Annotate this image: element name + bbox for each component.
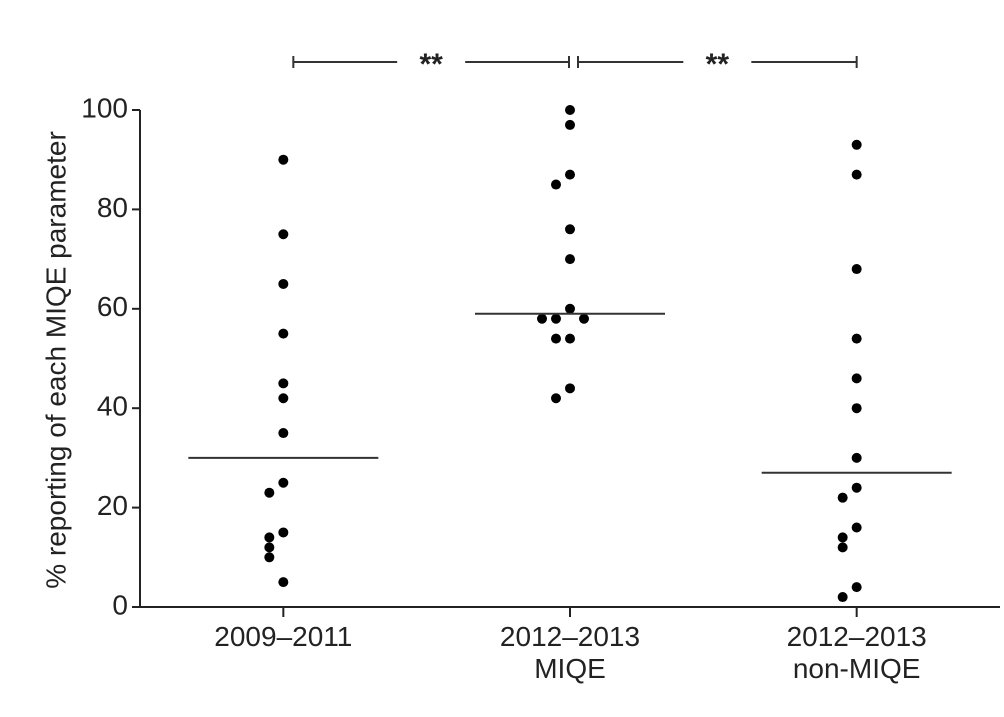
data-point (264, 487, 275, 498)
y-tick-label: 100 (81, 92, 128, 123)
x-tick-label: 2009–2011 (214, 621, 353, 652)
data-point (565, 333, 575, 344)
data-point (278, 393, 289, 404)
data-point (264, 542, 275, 553)
data-point (551, 179, 561, 190)
data-point (278, 229, 289, 240)
y-tick-label: 40 (97, 391, 128, 422)
x-tick-label: 2012–2013 non-MIQE (786, 621, 927, 684)
data-point (537, 313, 547, 324)
data-point (851, 522, 862, 533)
data-point (278, 378, 289, 389)
data-point (837, 542, 848, 553)
data-point (837, 532, 848, 543)
data-point (851, 169, 862, 180)
data-point (851, 482, 862, 493)
significance-label: ** (706, 48, 730, 81)
data-point (264, 532, 275, 543)
data-point (565, 254, 575, 265)
data-point (837, 592, 848, 603)
data-point (579, 313, 589, 324)
data-point (278, 278, 289, 289)
y-tick-label: 60 (97, 291, 128, 322)
data-point (851, 373, 862, 384)
significance-label: ** (419, 48, 443, 81)
data-point (278, 477, 289, 488)
data-point (264, 552, 275, 563)
data-point (278, 328, 289, 339)
data-point (551, 313, 561, 324)
y-tick-label: 80 (97, 192, 128, 223)
data-point (565, 105, 575, 115)
y-tick-label: 20 (97, 490, 128, 521)
y-tick-label: 0 (112, 589, 128, 620)
data-point (278, 527, 289, 538)
data-point (565, 224, 575, 235)
data-point (851, 333, 862, 344)
data-point (851, 582, 862, 593)
data-point (278, 428, 289, 439)
data-point (565, 303, 575, 314)
data-point (565, 383, 575, 394)
data-point (278, 154, 289, 165)
data-point (565, 119, 575, 130)
data-point (551, 333, 561, 344)
data-point (837, 492, 848, 503)
y-axis-label: % reporting of each MIQE parameter (40, 131, 71, 589)
data-point (851, 139, 862, 150)
data-point (851, 264, 862, 275)
x-tick-label: 2012–2013 MIQE (499, 621, 641, 684)
data-point (278, 577, 289, 588)
data-point (851, 403, 862, 414)
data-point (565, 169, 575, 180)
data-point (851, 452, 862, 463)
data-point (551, 393, 561, 404)
